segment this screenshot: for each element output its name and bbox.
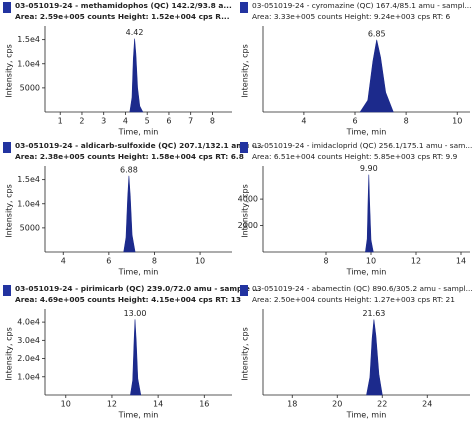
panel-title: 03-051019-24 - methamidophos (QC) 142.2/…	[15, 1, 232, 10]
x-tick-label: 14	[153, 400, 163, 409]
panel-subtitle: Area: 2.50e+004 counts Height: 1.27e+003…	[252, 295, 455, 304]
y-axis-label: Intensity, cps	[5, 327, 14, 381]
panel-title: 03-051019-24 - cyromazine (QC) 167.4/85.…	[252, 1, 472, 10]
x-axis-label: Time, min	[346, 411, 387, 420]
panel-icon	[240, 2, 248, 13]
x-tick-label: 10	[61, 400, 71, 409]
x-tick-label: 3	[101, 117, 106, 126]
x-tick-label: 8	[210, 117, 215, 126]
x-tick-label: 22	[377, 400, 387, 409]
panel-title: 03-051019-24 - imidacloprid (QC) 256.1/1…	[252, 141, 472, 150]
x-tick-label: 12	[107, 400, 117, 409]
panel-icon	[240, 285, 248, 296]
y-tick-label: 5000	[20, 83, 40, 92]
peak-label: 4.42	[126, 28, 144, 37]
panel-title: 03-051019-24 - abamectin (QC) 890.6/305.…	[252, 284, 473, 293]
peak-area	[359, 39, 394, 113]
x-tick-label: 2	[79, 117, 84, 126]
y-axis-label: Intensity, cps	[5, 184, 14, 238]
panel-subtitle: Area: 6.51e+004 counts Height: 5.85e+003…	[252, 152, 458, 161]
x-tick-label: 24	[422, 400, 432, 409]
x-tick-label: 16	[199, 400, 209, 409]
x-tick-label: 5	[145, 117, 150, 126]
x-tick-label: 10	[452, 117, 462, 126]
x-tick-label: 8	[152, 257, 157, 266]
x-axis-label: Time, min	[118, 411, 159, 420]
y-tick-label: 1.0e4	[17, 59, 40, 68]
y-axis-label: Intensity, cps	[241, 327, 250, 381]
y-tick-label: 2.0e4	[17, 354, 40, 363]
y-tick-label: 5000	[20, 223, 40, 232]
peak-label: 6.88	[120, 165, 138, 174]
y-tick-label: 1.5e4	[17, 35, 40, 44]
peak-area	[123, 175, 136, 253]
x-axis-label: Time, min	[346, 128, 387, 137]
panel-subtitle: Area: 3.33e+005 counts Height: 9.24e+003…	[252, 12, 451, 21]
x-axis-label: Time, min	[118, 268, 159, 277]
panel-icon	[3, 142, 11, 153]
x-tick-label: 6	[106, 257, 111, 266]
x-tick-label: 8	[404, 117, 409, 126]
x-tick-label: 6	[166, 117, 171, 126]
peak-label: 13.00	[124, 309, 147, 318]
peak-area	[129, 38, 144, 113]
panel-icon	[3, 2, 11, 13]
y-tick-label: 4000	[238, 195, 258, 204]
x-tick-label: 20	[332, 400, 342, 409]
peak-label: 6.85	[368, 29, 386, 38]
x-tick-label: 12	[411, 257, 421, 266]
peak-area	[366, 319, 383, 396]
x-tick-label: 10	[195, 257, 205, 266]
x-tick-label: 8	[323, 257, 328, 266]
x-axis-label: Time, min	[118, 128, 159, 137]
y-tick-label: 1.0e4	[17, 372, 40, 381]
x-tick-label: 18	[287, 400, 297, 409]
panel-title: 03-051019-24 - pirimicarb (QC) 239.0/72.…	[15, 284, 261, 293]
x-tick-label: 1	[58, 117, 63, 126]
peak-area	[130, 319, 142, 396]
panel-icon	[3, 285, 11, 296]
y-tick-label: 3.0e4	[17, 336, 40, 345]
panel-subtitle: Area: 4.69e+005 counts Height: 4.15e+004…	[15, 295, 241, 304]
x-tick-label: 6	[352, 117, 357, 126]
panel-title: 03-051019-24 - aldicarb-sulfoxide (QC) 2…	[15, 141, 263, 150]
x-tick-label: 4	[123, 117, 128, 126]
panel-icon	[240, 142, 248, 153]
y-tick-label: 1.5e4	[17, 175, 40, 184]
x-axis-label: Time, min	[346, 268, 387, 277]
y-axis-label: Intensity, cps	[241, 184, 250, 238]
panel-subtitle: Area: 2.38e+005 counts Height: 1.58e+004…	[15, 152, 244, 161]
panel-subtitle: Area: 2.59e+005 counts Height: 1.52e+004…	[15, 12, 230, 21]
x-tick-label: 4	[301, 117, 306, 126]
y-tick-label: 1.0e4	[17, 199, 40, 208]
y-axis-label: Intensity, cps	[5, 44, 14, 98]
x-tick-label: 10	[366, 257, 376, 266]
y-tick-label: 2000	[238, 221, 258, 230]
y-axis-label: Intensity, cps	[241, 44, 250, 98]
peak-label: 9.90	[360, 164, 378, 173]
y-tick-label: 4.0e4	[17, 318, 40, 327]
peak-area	[365, 174, 374, 253]
x-tick-label: 14	[456, 257, 466, 266]
x-tick-label: 7	[188, 117, 193, 126]
peak-label: 21.63	[362, 309, 385, 318]
x-tick-label: 4	[61, 257, 66, 266]
